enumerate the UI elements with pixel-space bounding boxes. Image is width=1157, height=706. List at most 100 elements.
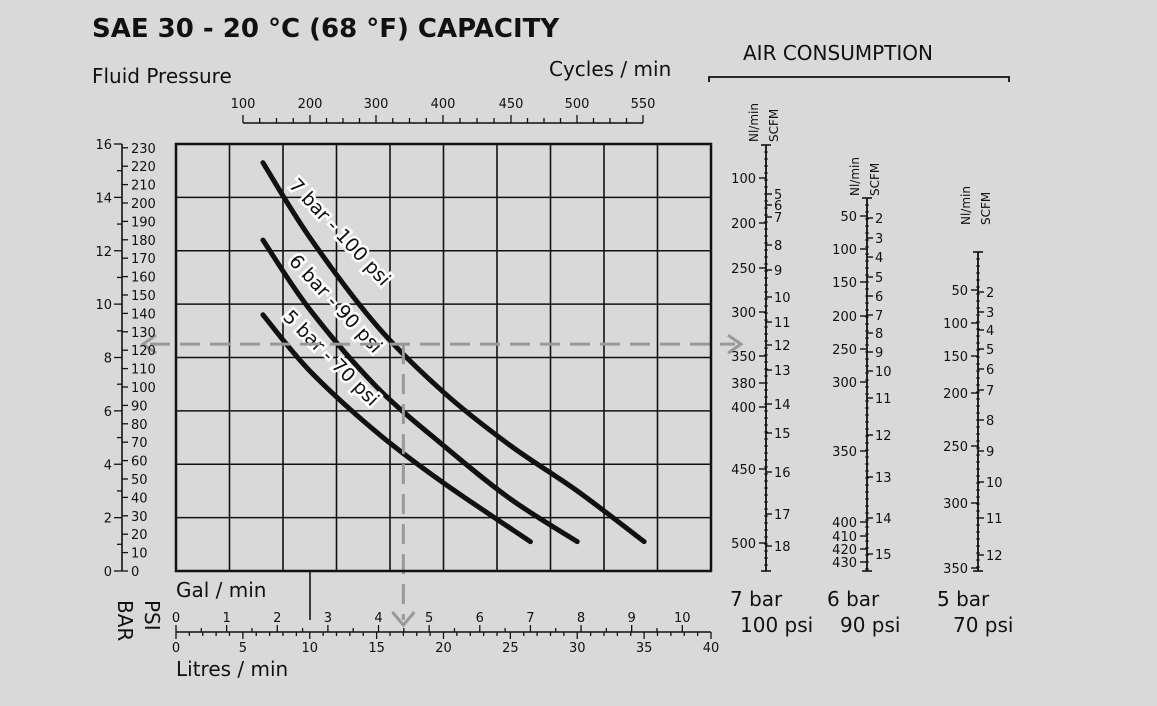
air-scale-bar-label-2: 6 bar <box>827 587 880 611</box>
bar-tick-label: 14 <box>95 191 112 206</box>
psi-tick-label: 180 <box>131 234 156 249</box>
example-arrow-right <box>727 333 744 355</box>
psi-tick-label: 160 <box>131 271 156 286</box>
psi-tick-label: 230 <box>131 142 156 157</box>
scfm-tick-label: 15 <box>875 548 892 563</box>
nl-tick-label: 400 <box>731 401 756 416</box>
scfm-tick-label: 7 <box>986 384 994 399</box>
cycles-tick-label: 200 <box>298 97 323 112</box>
scfm-tick-label: 16 <box>774 466 791 481</box>
gal-tick-label: 9 <box>628 611 636 626</box>
scfm-tick-label: 7 <box>875 309 883 324</box>
nl-tick-label: 250 <box>943 440 968 455</box>
psi-unit-label: PSI <box>140 600 164 631</box>
nl-tick-label: 100 <box>731 172 756 187</box>
psi-tick-label: 200 <box>131 197 156 212</box>
scfm-tick-label: 9 <box>774 264 782 279</box>
gal-tick-label: 6 <box>476 611 484 626</box>
air-scale-psi-label-2: 90 psi <box>840 613 900 637</box>
cycles-tick-label: 300 <box>364 97 389 112</box>
scfm-tick-label: 8 <box>875 327 883 342</box>
cycles-tick-label: 100 <box>231 97 256 112</box>
scfm-tick-label: 7 <box>774 211 782 226</box>
bar-tick-label: 12 <box>95 245 112 260</box>
nl-tick-label: 300 <box>731 306 756 321</box>
bar-tick-label: 10 <box>95 298 112 313</box>
gal-axis-label: Gal / min <box>176 578 266 602</box>
nl-tick-label: 200 <box>731 217 756 232</box>
cycles-tick-label: 550 <box>631 97 656 112</box>
bar-tick-label: 2 <box>104 512 112 527</box>
nl-tick-label: 300 <box>832 376 857 391</box>
gal-tick-label: 10 <box>674 611 691 626</box>
scfm-tick-label: 6 <box>774 199 782 214</box>
scfm-tick-label: 15 <box>774 427 791 442</box>
nl-unit-label: Nl/min <box>959 186 973 225</box>
scfm-tick-label: 10 <box>986 476 1003 491</box>
scfm-tick-label: 11 <box>774 316 791 331</box>
gal-tick-label: 3 <box>324 611 332 626</box>
scfm-tick-label: 12 <box>774 339 791 354</box>
air-scale-bar-label-3: 5 bar <box>937 587 990 611</box>
scfm-tick-label: 5 <box>875 271 883 286</box>
scfm-tick-label: 11 <box>986 512 1003 527</box>
chart-title: SAE 30 - 20 °C (68 °F) CAPACITY <box>92 14 560 44</box>
example-arrow-left <box>140 333 157 355</box>
nl-tick-label: 250 <box>832 343 857 358</box>
nl-tick-label: 100 <box>832 243 857 258</box>
psi-tick-label: 20 <box>131 528 148 543</box>
psi-tick-label: 140 <box>131 307 156 322</box>
scfm-unit-label: SCFM <box>767 109 781 142</box>
cycles-axis-label: Cycles / min <box>549 57 671 81</box>
scfm-tick-label: 8 <box>774 239 782 254</box>
series-line-3 <box>260 312 533 545</box>
psi-tick-label: 220 <box>131 160 156 175</box>
nl-tick-label: 300 <box>943 497 968 512</box>
bar-tick-label: 4 <box>104 458 112 473</box>
plot-grid <box>176 144 711 571</box>
scfm-tick-label: 14 <box>774 398 791 413</box>
scfm-tick-label: 9 <box>875 346 883 361</box>
nl-tick-label: 410 <box>832 530 857 545</box>
scfm-tick-label: 9 <box>986 445 994 460</box>
psi-tick-label: 100 <box>131 381 156 396</box>
scfm-tick-label: 2 <box>875 212 883 227</box>
air-consumption-title: AIR CONSUMPTION <box>743 41 933 65</box>
gal-tick-label: 8 <box>577 611 585 626</box>
bar-tick-label: 16 <box>95 138 112 153</box>
scfm-tick-label: 13 <box>774 364 791 379</box>
psi-tick-label: 30 <box>131 510 148 525</box>
air-scale-bar-label-1: 7 bar <box>730 587 783 611</box>
nl-tick-label: 420 <box>832 543 857 558</box>
lpm-tick-label: 40 <box>703 641 720 656</box>
series-line-1 <box>260 160 647 545</box>
lpm-tick-label: 5 <box>239 641 247 656</box>
scfm-unit-label: SCFM <box>979 192 993 225</box>
air-consumption-bracket <box>708 76 1010 82</box>
scfm-tick-label: 5 <box>774 188 782 203</box>
nl-tick-label: 250 <box>731 262 756 277</box>
scfm-tick-label: 12 <box>986 549 1003 564</box>
cycles-tick-label: 400 <box>431 97 456 112</box>
nl-tick-label: 380 <box>731 377 756 392</box>
scfm-tick-label: 2 <box>986 286 994 301</box>
nl-tick-label: 350 <box>731 350 756 365</box>
bar-tick-label: 8 <box>104 352 112 367</box>
nl-tick-label: 100 <box>943 317 968 332</box>
scfm-tick-label: 4 <box>986 324 994 339</box>
scfm-tick-label: 11 <box>875 392 892 407</box>
gal-tick-label: 7 <box>526 611 534 626</box>
scfm-tick-label: 18 <box>774 540 791 555</box>
gal-tick-label: 5 <box>425 611 433 626</box>
air-scale-psi-label-3: 70 psi <box>953 613 1013 637</box>
psi-tick-label: 120 <box>131 344 156 359</box>
psi-tick-label: 150 <box>131 289 156 304</box>
psi-tick-label: 80 <box>131 418 148 433</box>
y-axis-label: Fluid Pressure <box>92 64 232 88</box>
scfm-tick-label: 5 <box>986 343 994 358</box>
lpm-tick-label: 35 <box>636 641 653 656</box>
psi-tick-label: 50 <box>131 473 148 488</box>
psi-tick-label: 10 <box>131 547 148 562</box>
gal-tick-label: 4 <box>374 611 382 626</box>
psi-tick-label: 90 <box>131 399 148 414</box>
